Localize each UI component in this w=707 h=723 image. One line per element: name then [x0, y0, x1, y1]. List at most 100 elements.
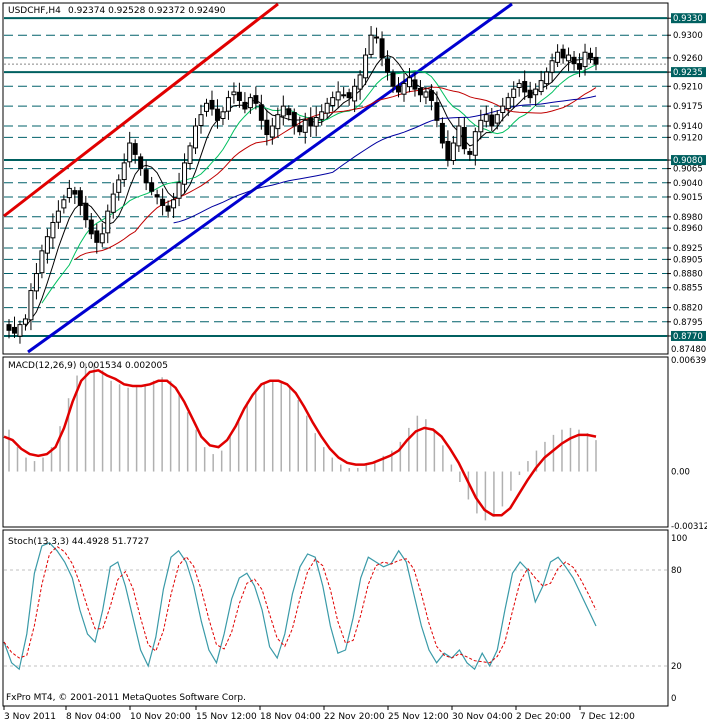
- upper-red-channel-line[interactable]: [3, 2, 279, 218]
- candle-body[interactable]: [198, 114, 204, 126]
- blue-trend-line[interactable]: [27, 2, 513, 354]
- candle-body[interactable]: [132, 143, 138, 155]
- candle-body[interactable]: [11, 326, 17, 334]
- candle-body[interactable]: [160, 198, 166, 206]
- candle-body[interactable]: [121, 162, 127, 181]
- candle-body[interactable]: [138, 156, 144, 170]
- candle-body[interactable]: [214, 108, 220, 121]
- candle-body[interactable]: [352, 85, 358, 102]
- candle-body[interactable]: [66, 187, 72, 199]
- candle-body[interactable]: [308, 117, 314, 127]
- candle-body[interactable]: [187, 145, 193, 164]
- candle-body[interactable]: [390, 72, 396, 87]
- candle-body[interactable]: [264, 119, 270, 136]
- candle-body[interactable]: [396, 85, 402, 93]
- candle-body[interactable]: [346, 92, 352, 99]
- candle-body[interactable]: [363, 54, 369, 79]
- candle-body[interactable]: [406, 77, 412, 88]
- candle-body[interactable]: [566, 54, 572, 62]
- candle-body[interactable]: [423, 91, 429, 98]
- candle-body[interactable]: [6, 324, 12, 331]
- candle-body[interactable]: [258, 104, 264, 121]
- candle-body[interactable]: [379, 38, 385, 59]
- candle-body[interactable]: [269, 125, 275, 138]
- candle-body[interactable]: [511, 88, 517, 98]
- candle-body[interactable]: [313, 116, 319, 127]
- candle-body[interactable]: [456, 125, 462, 147]
- candle-body[interactable]: [335, 91, 341, 101]
- candle-body[interactable]: [374, 36, 380, 39]
- candle-body[interactable]: [182, 162, 188, 185]
- candle-body[interactable]: [434, 102, 440, 121]
- candle-body[interactable]: [220, 111, 226, 120]
- candle-body[interactable]: [588, 52, 594, 59]
- candle-body[interactable]: [450, 142, 456, 162]
- candle-body[interactable]: [176, 182, 182, 199]
- candle-body[interactable]: [439, 122, 445, 144]
- candle-body[interactable]: [94, 230, 100, 243]
- candle-body[interactable]: [22, 318, 28, 325]
- candle-body[interactable]: [560, 48, 566, 59]
- macd-signal-line[interactable]: [3, 368, 597, 517]
- candle-body[interactable]: [110, 193, 116, 213]
- candle-body[interactable]: [247, 97, 253, 109]
- candle-body[interactable]: [319, 111, 325, 120]
- candle-body[interactable]: [428, 90, 434, 101]
- candle-body[interactable]: [516, 82, 522, 89]
- candle-body[interactable]: [297, 125, 303, 133]
- candle-body[interactable]: [324, 102, 330, 114]
- candle-body[interactable]: [291, 112, 297, 127]
- candle-body[interactable]: [242, 101, 248, 110]
- candle-body[interactable]: [116, 179, 122, 193]
- candle-body[interactable]: [461, 127, 467, 150]
- candle-body[interactable]: [33, 273, 39, 292]
- candle-body[interactable]: [77, 190, 83, 206]
- candle-body[interactable]: [494, 114, 500, 124]
- candle-body[interactable]: [555, 51, 561, 63]
- candle-body[interactable]: [88, 219, 94, 235]
- candle-body[interactable]: [527, 89, 533, 99]
- candle-body[interactable]: [401, 82, 407, 95]
- candle-body[interactable]: [571, 56, 577, 65]
- candle-body[interactable]: [593, 56, 599, 65]
- candle-body[interactable]: [478, 119, 484, 133]
- candle-body[interactable]: [538, 80, 544, 93]
- candle-body[interactable]: [445, 140, 451, 161]
- candle-body[interactable]: [61, 199, 67, 209]
- candle-body[interactable]: [39, 250, 45, 274]
- candle-body[interactable]: [275, 114, 281, 130]
- candle-body[interactable]: [368, 34, 374, 55]
- ma-long-line[interactable]: [173, 95, 597, 224]
- ma-medium-line[interactable]: [41, 64, 597, 304]
- candle-body[interactable]: [17, 324, 23, 337]
- candle-body[interactable]: [165, 205, 171, 212]
- candle-body[interactable]: [225, 97, 231, 112]
- candle-body[interactable]: [50, 221, 56, 239]
- stoch-signal-line[interactable]: [3, 545, 597, 664]
- candle-body[interactable]: [302, 119, 308, 133]
- candle-body[interactable]: [231, 91, 237, 96]
- candle-body[interactable]: [357, 74, 363, 90]
- candle-body[interactable]: [385, 58, 391, 73]
- candle-body[interactable]: [83, 202, 89, 221]
- candle-body[interactable]: [209, 99, 215, 110]
- candle-body[interactable]: [544, 71, 550, 85]
- candle-body[interactable]: [154, 194, 160, 198]
- candle-body[interactable]: [505, 97, 511, 110]
- candle-body[interactable]: [280, 105, 286, 117]
- candle-body[interactable]: [236, 91, 242, 101]
- candle-body[interactable]: [417, 87, 423, 96]
- candle-body[interactable]: [171, 199, 177, 209]
- candle-body[interactable]: [286, 108, 292, 116]
- candle-body[interactable]: [500, 105, 506, 114]
- candle-body[interactable]: [143, 169, 149, 184]
- candle-body[interactable]: [203, 102, 209, 112]
- candle-body[interactable]: [489, 114, 495, 127]
- candle-body[interactable]: [582, 51, 588, 68]
- candle-body[interactable]: [467, 150, 473, 155]
- candle-body[interactable]: [483, 114, 489, 122]
- candle-body[interactable]: [522, 81, 528, 93]
- candle-body[interactable]: [28, 290, 34, 321]
- stoch-main-line[interactable]: [3, 542, 597, 671]
- candle-body[interactable]: [72, 190, 78, 195]
